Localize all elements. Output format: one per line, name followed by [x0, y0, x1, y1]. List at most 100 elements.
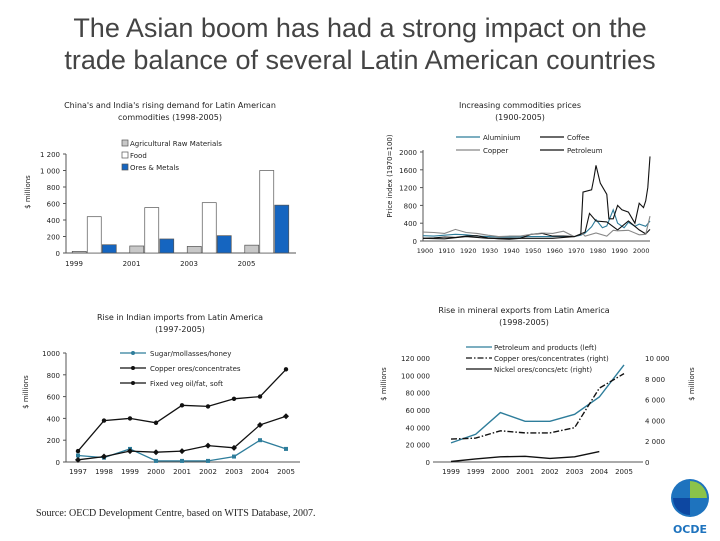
- minerals-series-line: [450, 372, 625, 440]
- india-point: [180, 458, 184, 463]
- minerals-legend-label: Petroleum and products (left): [494, 344, 597, 352]
- minerals-ytick-right: 2 000: [645, 438, 665, 446]
- india-point: [257, 394, 263, 399]
- prices-legend-label: Coffee: [567, 134, 590, 142]
- demand-bar: [159, 238, 175, 254]
- demand-ytick-label: 200: [47, 234, 60, 242]
- india-point: [153, 449, 159, 456]
- india-ytick-label: 800: [47, 372, 60, 380]
- minerals-ytick-right: 4 000: [645, 417, 665, 425]
- demand-legend-swatch: [121, 139, 129, 147]
- prices-legend-label: Petroleum: [567, 147, 603, 155]
- prices-xtick-label: 1910: [438, 247, 455, 255]
- logo-text: OCDE: [673, 523, 707, 536]
- demand-legend-label: Agricultural Raw Materials: [130, 140, 222, 148]
- india-point: [154, 458, 158, 463]
- minerals-ytick-left: 0: [426, 459, 430, 467]
- demand-xtick-label: 2005: [238, 260, 256, 268]
- demand-xtick-label: 1999: [65, 260, 83, 268]
- prices-ytick-label: 0: [413, 238, 417, 246]
- india-point: [75, 448, 81, 454]
- oecd-logo: OCDE: [668, 478, 712, 536]
- minerals-ytick-right: 0: [645, 459, 649, 467]
- india-xtick-label: 2001: [173, 468, 191, 476]
- demand-bar: [144, 207, 160, 254]
- india-ytick-label: 1000: [42, 350, 60, 358]
- india-legend-marker: [131, 351, 135, 355]
- india-point: [231, 396, 237, 401]
- prices-xtick-label: 1920: [460, 247, 477, 255]
- india-point: [232, 454, 236, 459]
- page-title-line2: trade balance of several Latin American …: [64, 45, 656, 75]
- india-point: [257, 421, 263, 428]
- india-title-line2: (1997-2005): [155, 325, 205, 334]
- india-xtick-label: 2000: [147, 468, 165, 476]
- demand-ylabel: $ millions: [24, 175, 32, 209]
- demand-ytick-label: 800: [47, 184, 60, 192]
- prices-xtick-label: 1940: [503, 247, 520, 255]
- india-point: [127, 448, 133, 455]
- minerals-series-line: [450, 450, 600, 463]
- demand-ytick-label: 1 000: [40, 168, 60, 176]
- prices-legend-label: Copper: [483, 147, 508, 155]
- demand-ytick-label: 400: [47, 217, 60, 225]
- minerals-ytick-right: 10 000: [645, 355, 670, 363]
- india-point: [153, 420, 159, 425]
- india-point: [283, 367, 289, 372]
- india-point: [101, 418, 107, 423]
- india-point: [179, 448, 185, 455]
- page-title-line1: The Asian boom has had a strong impact o…: [73, 13, 647, 43]
- minerals-xtick-label: 2000: [492, 468, 510, 476]
- prices-series-line: [422, 208, 651, 238]
- india-title-line1: Rise in Indian imports from Latin Americ…: [97, 313, 263, 322]
- minerals-xtick-label: 2003: [566, 468, 584, 476]
- india-point: [101, 453, 107, 460]
- minerals-xtick-label: 2004: [590, 468, 608, 476]
- india-ytick-label: 200: [47, 437, 60, 445]
- minerals-xtick-label: 2005: [615, 468, 633, 476]
- demand-legend-swatch: [121, 163, 129, 171]
- demand-xtick-label: 2003: [180, 260, 198, 268]
- minerals-xtick-label: 1999: [467, 468, 485, 476]
- prices-title-line1: Increasing commodities prices: [459, 101, 581, 110]
- india-legend-label: Sugar/mollasses/honey: [150, 350, 231, 358]
- demand-xtick-label: 2001: [123, 260, 141, 268]
- india-point: [231, 444, 237, 451]
- minerals-legend-label: Copper ores/concentrates (right): [494, 355, 609, 363]
- minerals-xtick-label: 2002: [541, 468, 559, 476]
- prices-xtick-label: 1980: [590, 247, 607, 255]
- source-note: Source: OECD Development Centre, based o…: [36, 508, 316, 519]
- demand-bar: [201, 202, 217, 254]
- minerals-legend-label: Nickel ores/concs/etc (right): [494, 366, 592, 374]
- prices-ytick-label: 800: [404, 202, 417, 210]
- minerals-ylabel-right: $ millions: [688, 367, 696, 401]
- demand-ytick-label: 1 200: [40, 151, 60, 159]
- minerals-ytick-left: 100 000: [401, 372, 430, 380]
- demand-bar: [86, 216, 102, 254]
- prices-xtick-label: 1960: [546, 247, 563, 255]
- prices-xtick-label: 1950: [525, 247, 542, 255]
- demand-bar: [244, 244, 260, 254]
- minerals-series-line: [450, 364, 625, 444]
- demand-title-line2: commodities (1998-2005): [118, 113, 222, 122]
- india-xtick-label: 2002: [199, 468, 217, 476]
- demand-title-line1: China's and India's rising demand for La…: [64, 101, 276, 110]
- india-point: [205, 442, 211, 449]
- prices-ytick-label: 1200: [399, 185, 417, 193]
- demand-legend-label: Food: [130, 152, 147, 160]
- india-legend-marker: [131, 381, 135, 385]
- india-legend-label: Fixed veg oil/fat, soft: [150, 380, 223, 388]
- prices-ylabel: Price index (1970=100): [386, 134, 394, 217]
- demand-bar: [71, 251, 87, 254]
- india-point: [127, 416, 133, 421]
- prices-xtick-label: 1900: [417, 247, 434, 255]
- prices-title-line2: (1900-2005): [495, 113, 545, 122]
- prices-series-line: [422, 215, 651, 238]
- india-ylabel: $ millions: [22, 375, 30, 409]
- demand-legend-label: Ores & Metals: [130, 164, 179, 172]
- minerals-title-line2: (1998-2005): [499, 318, 549, 327]
- minerals-ytick-left: 60 000: [406, 407, 431, 415]
- demand-legend-swatch: [121, 151, 129, 159]
- india-point: [76, 453, 80, 458]
